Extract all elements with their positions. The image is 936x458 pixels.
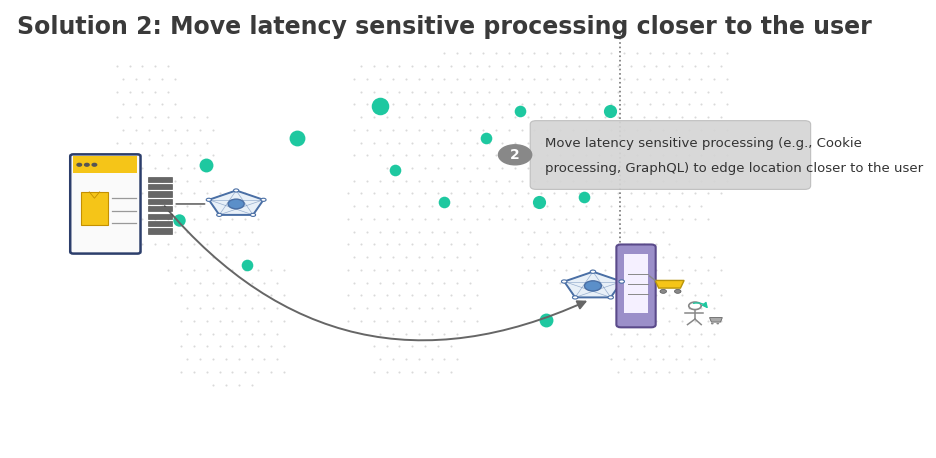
- FancyArrowPatch shape: [622, 274, 627, 278]
- Text: 2: 2: [510, 148, 520, 162]
- Circle shape: [261, 198, 266, 202]
- FancyBboxPatch shape: [617, 245, 656, 327]
- FancyArrowPatch shape: [622, 294, 627, 298]
- Circle shape: [584, 281, 602, 291]
- Polygon shape: [709, 317, 723, 322]
- Point: [240, 262, 255, 269]
- Circle shape: [716, 323, 719, 324]
- FancyBboxPatch shape: [148, 191, 172, 196]
- Circle shape: [499, 145, 532, 165]
- Point: [531, 198, 546, 205]
- Circle shape: [206, 198, 212, 202]
- Point: [436, 198, 451, 205]
- Circle shape: [619, 280, 624, 283]
- FancyArrowPatch shape: [622, 284, 627, 288]
- Point: [603, 107, 618, 114]
- Circle shape: [77, 164, 81, 166]
- Circle shape: [608, 296, 613, 299]
- Text: processing, GraphQL) to edge location closer to the user: processing, GraphQL) to edge location cl…: [546, 162, 924, 175]
- Polygon shape: [564, 272, 622, 297]
- Circle shape: [573, 296, 578, 299]
- Circle shape: [675, 289, 681, 293]
- FancyBboxPatch shape: [148, 221, 172, 226]
- Circle shape: [591, 270, 595, 273]
- Text: Move latency sensitive processing (e.g., Cookie: Move latency sensitive processing (e.g.,…: [546, 137, 862, 151]
- Point: [577, 193, 592, 201]
- FancyBboxPatch shape: [70, 154, 140, 254]
- Polygon shape: [209, 191, 263, 215]
- FancyBboxPatch shape: [148, 177, 172, 182]
- Point: [289, 134, 304, 142]
- Circle shape: [234, 189, 239, 192]
- FancyBboxPatch shape: [80, 191, 108, 225]
- Circle shape: [660, 289, 666, 293]
- Circle shape: [711, 323, 713, 324]
- FancyArrowPatch shape: [618, 294, 622, 298]
- FancyArrowPatch shape: [618, 284, 622, 288]
- FancyBboxPatch shape: [73, 156, 138, 174]
- Point: [478, 134, 493, 142]
- FancyBboxPatch shape: [148, 213, 172, 219]
- Point: [538, 316, 553, 324]
- FancyArrowPatch shape: [618, 274, 622, 278]
- FancyBboxPatch shape: [148, 184, 172, 189]
- FancyArrowPatch shape: [694, 302, 707, 307]
- Circle shape: [216, 213, 222, 217]
- FancyBboxPatch shape: [148, 199, 172, 204]
- Circle shape: [92, 164, 96, 166]
- Circle shape: [228, 199, 244, 209]
- Point: [373, 103, 388, 110]
- FancyArrowPatch shape: [165, 206, 585, 340]
- Circle shape: [562, 280, 567, 283]
- Polygon shape: [655, 280, 684, 288]
- Circle shape: [84, 164, 89, 166]
- FancyBboxPatch shape: [530, 120, 811, 190]
- Circle shape: [251, 213, 256, 217]
- FancyBboxPatch shape: [624, 254, 648, 313]
- Text: Solution 2: Move latency sensitive processing closer to the user: Solution 2: Move latency sensitive proce…: [17, 15, 871, 39]
- Point: [388, 166, 402, 174]
- FancyArrowPatch shape: [618, 284, 623, 295]
- Point: [198, 162, 213, 169]
- Point: [172, 216, 187, 224]
- FancyBboxPatch shape: [148, 229, 172, 234]
- FancyBboxPatch shape: [148, 206, 172, 211]
- Point: [512, 107, 527, 114]
